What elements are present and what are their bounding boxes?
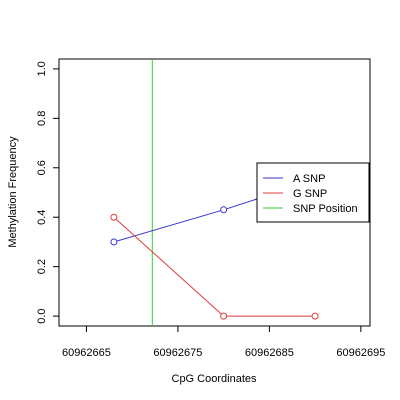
y-tick-label: 1.0: [36, 61, 48, 76]
g-snp-point: [110, 213, 118, 221]
legend-label-g-snp: G SNP: [293, 188, 327, 200]
y-tick-label: 0.6: [36, 160, 48, 175]
g-snp-point: [311, 312, 319, 320]
g-snp-point: [220, 312, 228, 320]
x-tick-label: 60962685: [245, 347, 294, 359]
legend-label-snp-position: SNP Position: [293, 203, 358, 215]
y-axis-title: Methylation Frequency: [7, 136, 19, 248]
y-tick-label: 0.8: [36, 111, 48, 126]
a-snp-point: [110, 238, 118, 246]
x-tick-label: 60962675: [153, 347, 202, 359]
x-tick-label: 60962695: [336, 347, 385, 359]
x-tick-label: 60962665: [62, 347, 111, 359]
x-axis: 60962665 60962675 60962685 60962695: [62, 326, 385, 359]
x-axis-title: CpG Coordinates: [172, 373, 257, 385]
legend: A SNP G SNP SNP Position: [256, 162, 370, 223]
y-tick-label: 0.4: [36, 210, 48, 225]
plot-frame: [58, 58, 371, 327]
y-tick-label: 0.2: [36, 259, 48, 274]
a-snp-point: [220, 206, 228, 214]
y-tick-label: 0.0: [36, 308, 48, 323]
y-axis: 0.0 0.2 0.4 0.6 0.8 1.0: [36, 61, 59, 324]
legend-label-a-snp: A SNP: [293, 173, 325, 185]
